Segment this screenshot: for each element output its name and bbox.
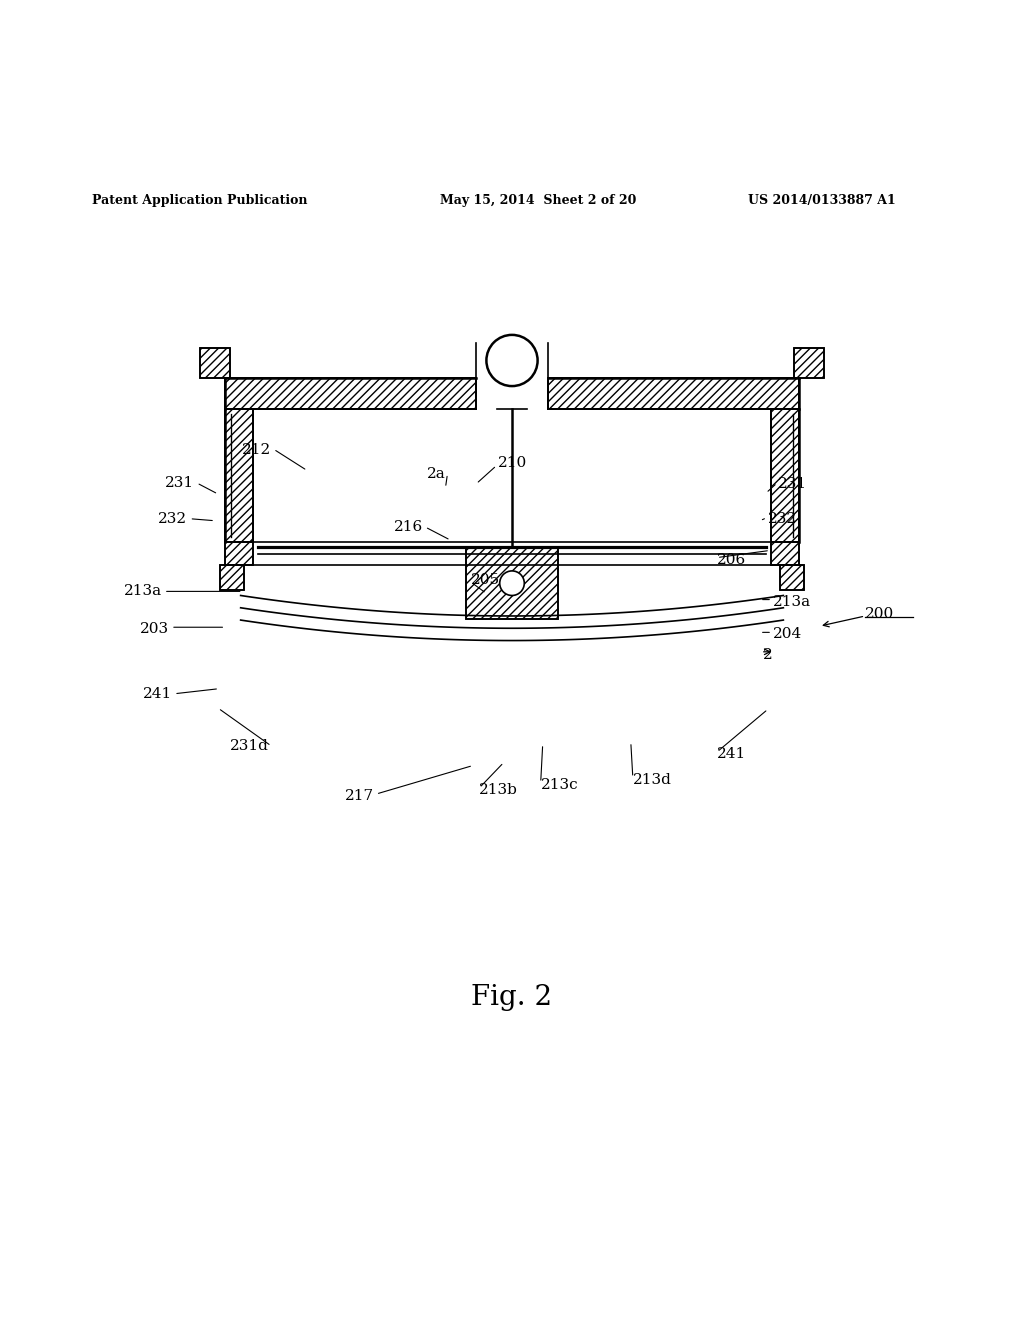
Bar xyxy=(225,379,476,409)
Text: 203: 203 xyxy=(140,622,169,636)
Bar xyxy=(466,548,558,619)
Circle shape xyxy=(500,572,524,595)
Bar xyxy=(466,548,558,619)
Text: Fig. 2: Fig. 2 xyxy=(471,985,553,1011)
Text: 213b: 213b xyxy=(479,783,518,797)
Text: 232: 232 xyxy=(159,512,187,525)
Text: Patent Application Publication: Patent Application Publication xyxy=(92,194,307,207)
Text: 212: 212 xyxy=(242,444,271,457)
Bar xyxy=(225,543,253,565)
Text: 213a: 213a xyxy=(124,585,162,598)
Text: 2a: 2a xyxy=(427,467,445,480)
Bar xyxy=(225,409,253,543)
Text: 216: 216 xyxy=(393,520,423,533)
Text: 204: 204 xyxy=(773,627,803,642)
Text: 241: 241 xyxy=(142,686,172,701)
Text: May 15, 2014  Sheet 2 of 20: May 15, 2014 Sheet 2 of 20 xyxy=(440,194,637,207)
Text: 231: 231 xyxy=(778,477,807,491)
Text: 213c: 213c xyxy=(541,777,579,792)
Text: US 2014/0133887 A1: US 2014/0133887 A1 xyxy=(748,194,895,207)
Bar xyxy=(225,543,253,565)
Bar xyxy=(794,347,824,379)
Bar xyxy=(220,565,244,590)
Text: 241: 241 xyxy=(717,747,746,762)
Text: 231d: 231d xyxy=(230,739,269,752)
Bar xyxy=(548,379,799,409)
Bar xyxy=(253,409,771,543)
Bar xyxy=(225,409,253,543)
Bar xyxy=(225,379,476,409)
Text: 231: 231 xyxy=(166,475,195,490)
Bar xyxy=(548,379,799,409)
Text: 206: 206 xyxy=(717,553,746,566)
Bar xyxy=(794,347,824,379)
Text: 213a: 213a xyxy=(773,594,811,609)
Text: 200: 200 xyxy=(865,607,895,620)
Text: 213d: 213d xyxy=(633,772,672,787)
Text: 205: 205 xyxy=(471,573,500,587)
Bar xyxy=(771,543,799,565)
Text: 232: 232 xyxy=(768,512,797,525)
Bar xyxy=(771,409,799,543)
Bar xyxy=(200,347,230,379)
Bar xyxy=(780,565,804,590)
Text: 210: 210 xyxy=(498,457,527,470)
Bar xyxy=(220,565,244,590)
Bar xyxy=(771,543,799,565)
Text: 2: 2 xyxy=(763,648,773,661)
Circle shape xyxy=(486,335,538,385)
Bar xyxy=(200,347,230,379)
Text: 217: 217 xyxy=(345,789,374,803)
Bar xyxy=(771,409,799,543)
Bar xyxy=(780,565,804,590)
